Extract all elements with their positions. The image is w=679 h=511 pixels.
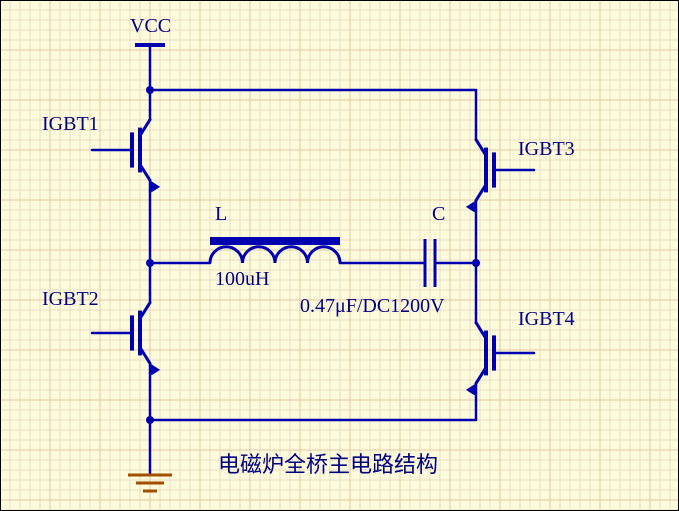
- schematic-svg: [0, 0, 679, 511]
- label-igbt1: IGBT1: [42, 113, 99, 136]
- label-C-value: 0.47μF/DC1200V: [300, 295, 445, 318]
- label-igbt4: IGBT4: [518, 308, 575, 331]
- label-igbt2: IGBT2: [42, 288, 99, 311]
- label-igbt3: IGBT3: [518, 138, 575, 161]
- circuit-canvas: VCC IGBT1 IGBT2 IGBT3 IGBT4 L 100uH C 0.…: [0, 0, 679, 511]
- label-vcc: VCC: [130, 15, 171, 38]
- label-L-value: 100uH: [215, 268, 269, 291]
- label-L-name: L: [215, 203, 227, 226]
- caption: 电磁炉全桥主电路结构: [218, 447, 438, 479]
- label-C-name: C: [432, 203, 445, 226]
